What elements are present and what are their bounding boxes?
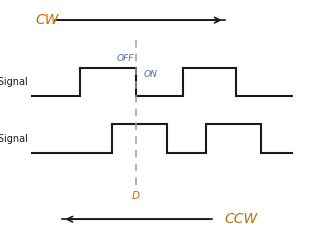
Text: D: D [132,191,140,201]
Text: CCW: CCW [225,212,258,226]
Text: B Signal: B Signal [0,134,28,144]
Text: OFF: OFF [117,54,134,63]
Text: CW: CW [36,13,59,27]
Text: ON: ON [144,70,157,79]
Text: A Signal: A Signal [0,77,28,87]
